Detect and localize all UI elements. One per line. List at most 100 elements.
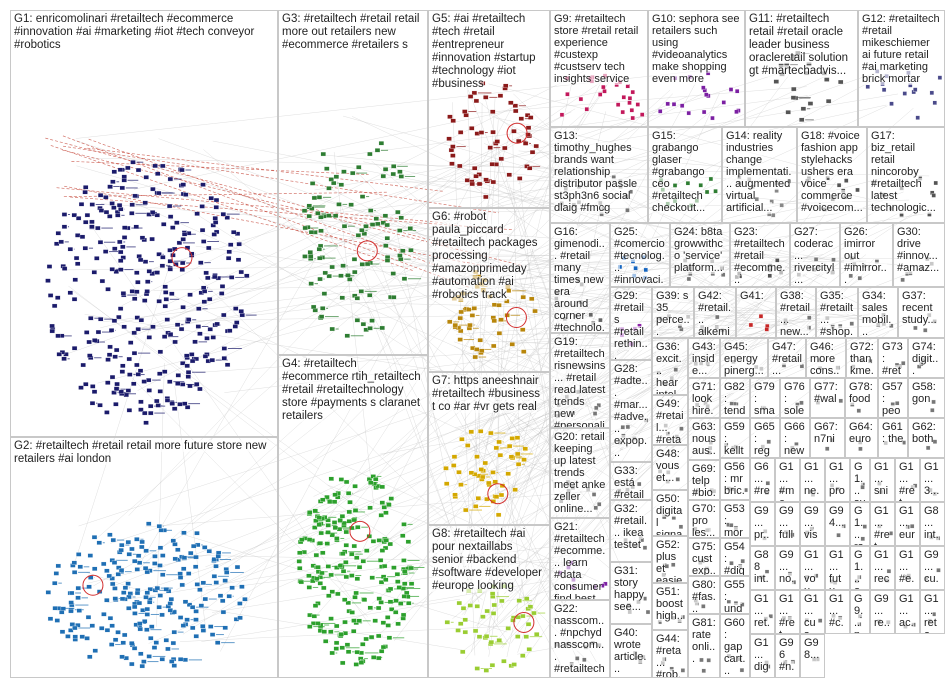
node: [85, 615, 92, 620]
node: [335, 591, 341, 597]
node: [104, 410, 110, 415]
node: [343, 560, 349, 565]
node: [164, 317, 170, 322]
node: [107, 344, 113, 350]
node: [591, 492, 597, 497]
node: [202, 596, 208, 602]
node: [107, 532, 113, 537]
node: [121, 632, 128, 638]
node: [164, 398, 171, 403]
node: [931, 193, 936, 198]
group-label: G45: energy pinerg...: [724, 341, 764, 377]
node: [212, 220, 219, 225]
group-label: G1... sni...: [874, 461, 889, 501]
node: [222, 625, 228, 630]
node: [383, 577, 389, 582]
node: [333, 640, 340, 646]
node: [369, 222, 376, 227]
node: [378, 649, 385, 654]
group-box: G4: #retailtech #ecommerce rtih_retailte…: [278, 355, 428, 678]
group-label: G98...: [804, 637, 820, 661]
group-label: G75: cust exp...: [692, 541, 716, 575]
node: [220, 211, 227, 217]
group-box: G46: more cons...: [806, 338, 846, 378]
node: [397, 169, 403, 174]
node: [125, 539, 131, 545]
node: [790, 95, 797, 100]
group-label: G56: mr bric...: [724, 461, 745, 499]
group-box: G1: enricomolinari #retailtech #ecommerc…: [10, 10, 278, 437]
node: [156, 524, 163, 529]
node: [306, 213, 312, 219]
node: [92, 338, 98, 343]
group-label: G1... ac...: [899, 593, 914, 633]
node: [930, 408, 935, 413]
node: [109, 374, 116, 380]
node: [512, 487, 518, 492]
node: [345, 600, 351, 606]
group-label: G80: #fas...: [692, 579, 716, 614]
node: [584, 107, 589, 112]
node: [467, 322, 473, 328]
node: [483, 194, 489, 200]
group-box: G9... full: [775, 502, 800, 546]
group-box: G75: cust exp...: [688, 538, 720, 576]
node: [171, 406, 178, 411]
node: [855, 187, 860, 193]
group-box: G65: regu: [750, 418, 780, 458]
node: [224, 362, 231, 367]
node: [900, 277, 905, 283]
node: [180, 182, 186, 187]
node: [582, 657, 587, 662]
node: [119, 596, 126, 602]
node: [88, 316, 94, 321]
node: [400, 533, 406, 538]
node: [134, 590, 141, 596]
node: [489, 663, 496, 668]
node: [162, 284, 168, 289]
group-box: G9... pr...: [750, 502, 775, 546]
node: [112, 354, 118, 359]
edge: [342, 115, 593, 186]
node: [137, 257, 144, 263]
node: [315, 565, 321, 570]
node: [68, 590, 75, 596]
node: [516, 598, 522, 603]
node: [311, 195, 318, 201]
node: [219, 291, 225, 296]
node: [194, 530, 200, 536]
node: [354, 576, 361, 581]
edge: [68, 285, 369, 517]
group-label: G9: #retailtech store #retail retail exp…: [554, 13, 639, 85]
node: [220, 609, 227, 615]
node: [59, 610, 65, 615]
node: [206, 549, 212, 554]
node: [913, 87, 918, 92]
node: [189, 605, 196, 610]
node: [312, 525, 318, 530]
node: [47, 293, 54, 298]
node: [361, 597, 368, 602]
node: [111, 205, 117, 210]
node: [71, 212, 77, 218]
node: [498, 317, 504, 322]
node: [495, 512, 502, 518]
node: [145, 279, 151, 284]
node: [665, 101, 670, 107]
node: [181, 555, 188, 560]
node: [238, 309, 244, 314]
node: [353, 662, 359, 667]
node: [319, 570, 325, 576]
node: [138, 407, 144, 412]
node: [398, 215, 404, 220]
node: [401, 276, 408, 281]
node: [473, 504, 479, 509]
node: [326, 186, 332, 191]
node: [122, 585, 129, 590]
group-box: G1... reta...: [920, 590, 945, 634]
node: [382, 213, 389, 218]
node: [488, 430, 494, 436]
group-box: G71: look hire...: [688, 378, 720, 418]
node: [142, 298, 148, 303]
node: [489, 162, 495, 167]
